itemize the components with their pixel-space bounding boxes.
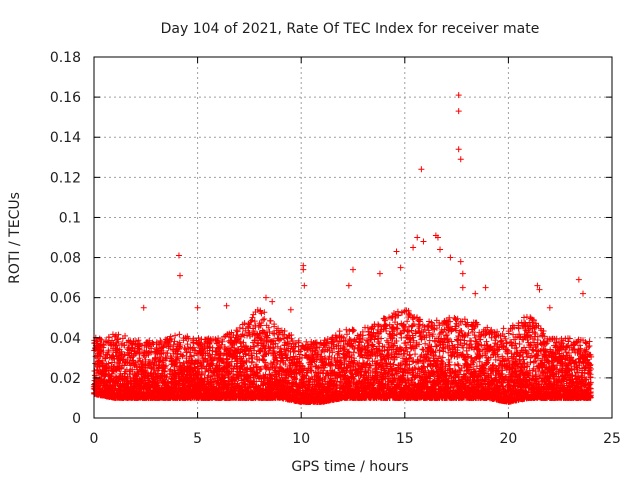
data-point — [146, 337, 153, 344]
data-point — [198, 371, 205, 378]
data-point — [220, 358, 227, 365]
data-point — [129, 344, 136, 351]
data-point — [189, 368, 196, 375]
data-point — [113, 342, 120, 349]
data-point — [102, 355, 109, 362]
data-point — [138, 342, 145, 349]
data-point — [97, 353, 104, 360]
data-point — [177, 342, 184, 349]
data-point — [168, 336, 175, 343]
data-point — [142, 356, 149, 363]
data-point — [121, 362, 128, 369]
data-point — [101, 342, 108, 349]
data-point — [115, 331, 122, 338]
data-point — [135, 337, 142, 344]
data-point — [159, 344, 166, 351]
data-point — [151, 366, 158, 373]
data-point — [160, 343, 167, 350]
data-point — [215, 339, 222, 346]
data-point — [145, 376, 152, 383]
data-point — [156, 354, 163, 361]
data-point — [214, 338, 221, 345]
data-point — [164, 350, 171, 357]
data-point — [152, 354, 159, 361]
data-point — [109, 359, 116, 366]
data-point — [176, 331, 183, 338]
data-point — [163, 362, 170, 369]
data-point — [173, 363, 180, 370]
data-point — [129, 354, 136, 361]
data-point — [187, 349, 194, 356]
data-point — [172, 332, 179, 339]
data-point — [121, 342, 128, 349]
data-point — [188, 357, 195, 364]
data-point — [171, 367, 178, 374]
data-point — [174, 355, 181, 362]
data-point — [157, 337, 164, 344]
data-point — [105, 360, 112, 367]
data-point — [118, 365, 125, 372]
data-point — [109, 337, 116, 344]
data-point — [187, 371, 194, 378]
data-point — [184, 341, 191, 348]
data-point — [162, 354, 169, 361]
data-point — [173, 357, 180, 364]
data-point — [150, 361, 157, 368]
data-point — [136, 349, 143, 356]
data-point — [183, 348, 190, 355]
data-point — [132, 350, 139, 357]
data-point — [145, 349, 152, 356]
data-point — [115, 338, 122, 345]
data-point — [121, 351, 128, 358]
data-point — [105, 349, 112, 356]
data-point — [215, 335, 222, 342]
data-point — [171, 338, 178, 345]
data-point — [209, 344, 216, 351]
data-point — [118, 348, 125, 355]
data-point — [166, 336, 173, 343]
data-point — [181, 345, 188, 352]
data-point — [98, 336, 105, 343]
data-point — [219, 338, 226, 345]
data-point — [136, 355, 143, 362]
data-point — [195, 365, 202, 372]
data-point — [182, 346, 189, 353]
data-point — [163, 374, 170, 381]
data-point — [122, 332, 129, 339]
data-point — [202, 368, 209, 375]
data-point — [167, 343, 174, 350]
data-point — [170, 341, 177, 348]
data-point — [197, 359, 204, 366]
data-point — [106, 334, 113, 341]
data-point — [161, 367, 168, 374]
data-points — [90, 92, 595, 405]
data-point — [206, 344, 213, 351]
data-point — [179, 352, 186, 359]
